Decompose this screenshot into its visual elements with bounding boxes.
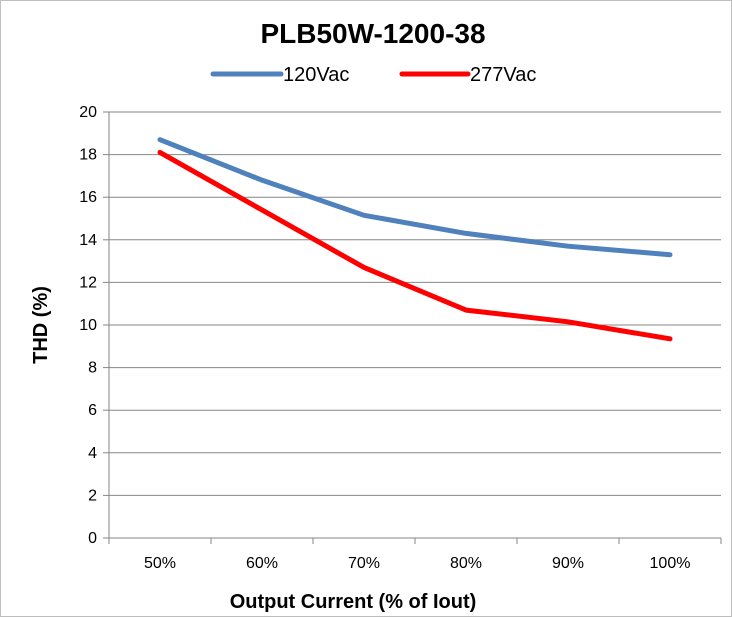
y-tick-label: 6 (88, 402, 97, 419)
x-tick-label: 80% (450, 555, 482, 572)
x-tick-label: 70% (348, 555, 380, 572)
legend-label: 120Vac (283, 64, 349, 86)
y-tick-label: 18 (79, 147, 97, 164)
x-tick-label: 90% (552, 555, 584, 572)
y-tick-label: 4 (88, 445, 97, 462)
legend: 120Vac 277Vac (213, 64, 536, 86)
x-axis-title: Output Current (% of Iout) (230, 591, 477, 613)
series-lines (160, 140, 670, 339)
y-tick-label: 12 (79, 274, 97, 291)
y-tick-label: 2 (88, 487, 97, 504)
x-tick-label: 50% (144, 555, 176, 572)
y-tick-label: 14 (79, 232, 97, 249)
y-tick-label: 20 (79, 104, 97, 121)
y-axis-ticks: 0 2 4 6 8 10 12 14 16 18 20 (79, 104, 97, 547)
y-tick-label: 0 (88, 530, 97, 547)
y-tick-label: 16 (79, 189, 97, 206)
series-line-277Vac (160, 152, 670, 338)
x-axis-ticks: 50% 60% 70% 80% 90% 100% (144, 555, 690, 572)
x-tick-label: 100% (650, 555, 691, 572)
y-tick-label: 10 (79, 317, 97, 334)
gridlines (103, 112, 721, 544)
legend-label: 277Vac (470, 64, 536, 86)
x-tick-label: 60% (246, 555, 278, 572)
y-axis-title: THD (%) (30, 286, 52, 364)
y-tick-label: 8 (88, 360, 97, 377)
chart-title: PLB50W-1200-38 (260, 18, 485, 49)
